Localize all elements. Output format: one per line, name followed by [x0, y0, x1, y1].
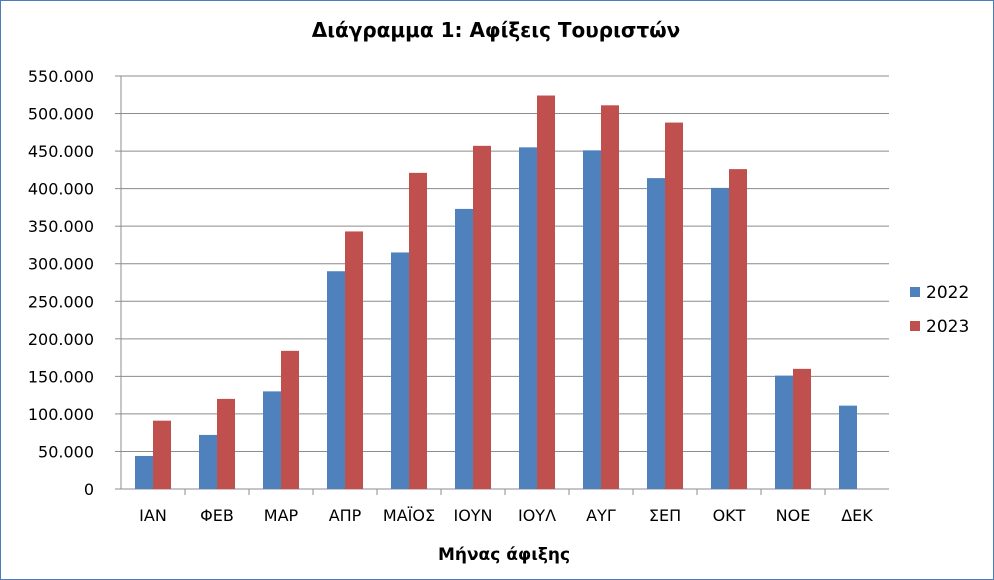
- bar-2022-ΝΟΕ: [775, 375, 793, 489]
- y-tick-label: 0: [84, 480, 94, 499]
- bar-2023-ΝΟΕ: [793, 368, 811, 489]
- x-tick-label: ΣΕΠ: [649, 506, 681, 525]
- bar-2022-ΦΕΒ: [199, 434, 217, 489]
- bar-2023-ΙΑΝ: [153, 420, 171, 489]
- bar-2022-ΜΑΪΟΣ: [391, 252, 409, 489]
- x-tick-label: ΟΚΤ: [713, 506, 746, 525]
- bar-2022-ΙΑΝ: [135, 455, 153, 489]
- y-tick-label: 450.000: [28, 142, 94, 161]
- bar-2022-ΟΚΤ: [711, 187, 729, 490]
- bar-2023-ΟΚΤ: [729, 169, 747, 489]
- x-tick-label: ΦΕΒ: [200, 506, 234, 525]
- legend-swatch-2023: [910, 321, 920, 331]
- x-tick-label: ΑΥΓ: [586, 506, 616, 525]
- chart-title: Διάγραμμα 1: Αφίξεις Τουριστών: [312, 18, 681, 42]
- bar-2022-ΑΥΓ: [583, 150, 601, 489]
- x-tick-label: ΜΑΪΟΣ: [383, 506, 435, 525]
- bar-2022-ΜΑΡ: [263, 391, 281, 489]
- legend-label-2023: 2023: [926, 317, 969, 337]
- y-tick-label: 150.000: [28, 367, 94, 386]
- bar-2023-ΙΟΥΝ: [473, 145, 491, 490]
- x-tick-label: ΙΑΝ: [139, 506, 167, 525]
- bar-2023-ΙΟΥΛ: [537, 95, 555, 490]
- y-tick-label: 200.000: [28, 330, 94, 349]
- x-tick-label: ΔΕΚ: [841, 506, 873, 525]
- bar-2022-ΔΕΚ: [839, 405, 857, 489]
- bar-2022-ΣΕΠ: [647, 178, 665, 489]
- bar-2022-ΙΟΥΝ: [455, 208, 473, 490]
- legend-swatch-2022: [910, 287, 920, 297]
- x-tick-label: ΜΑΡ: [264, 506, 299, 525]
- bar-2023-ΣΕΠ: [665, 122, 683, 489]
- bar-2023-ΜΑΪΟΣ: [409, 172, 427, 489]
- bars: [135, 95, 857, 490]
- y-tick-label: 550.000: [28, 67, 94, 86]
- bar-2023-ΜΑΡ: [281, 350, 299, 489]
- x-tick-label: ΑΠΡ: [329, 506, 362, 525]
- y-tick-label: 100.000: [28, 405, 94, 424]
- bar-2022-ΙΟΥΛ: [519, 147, 537, 489]
- y-tick-label: 50.000: [38, 442, 94, 461]
- bar-2023-ΑΥΓ: [601, 105, 619, 489]
- y-axis-ticks: 0 50.000 100.000 150.000 200.000 250.000 300.0…: [28, 67, 121, 499]
- y-tick-label: 500.000: [28, 105, 94, 124]
- y-tick-label: 300.000: [28, 255, 94, 274]
- y-tick-label: 400.000: [28, 180, 94, 199]
- x-tick-label: ΙΟΥΝ: [453, 506, 492, 525]
- bar-2022-ΑΠΡ: [327, 271, 345, 489]
- legend-label-2022: 2022: [926, 283, 969, 303]
- y-tick-label: 250.000: [28, 292, 94, 311]
- bar-2023-ΑΠΡ: [345, 231, 363, 490]
- y-tick-label: 350.000: [28, 217, 94, 236]
- x-tick-label: ΝΟΕ: [776, 506, 811, 525]
- gridlines: [120, 75, 889, 490]
- bar-2023-ΦΕΒ: [217, 398, 235, 489]
- legend: 2022 2023: [910, 283, 969, 337]
- x-axis-title: Μήνας άφιξης: [438, 545, 570, 565]
- x-axis-ticks: ΙΑΝ ΦΕΒ ΜΑΡ ΑΠΡ ΜΑΪΟΣ ΙΟΥΝ ΙΟΥΛ ΑΥΓ ΣΕΠ ΟΚΤ ΝΟΕ ΔΕΚ: [139, 489, 873, 525]
- x-tick-label: ΙΟΥΛ: [518, 506, 556, 525]
